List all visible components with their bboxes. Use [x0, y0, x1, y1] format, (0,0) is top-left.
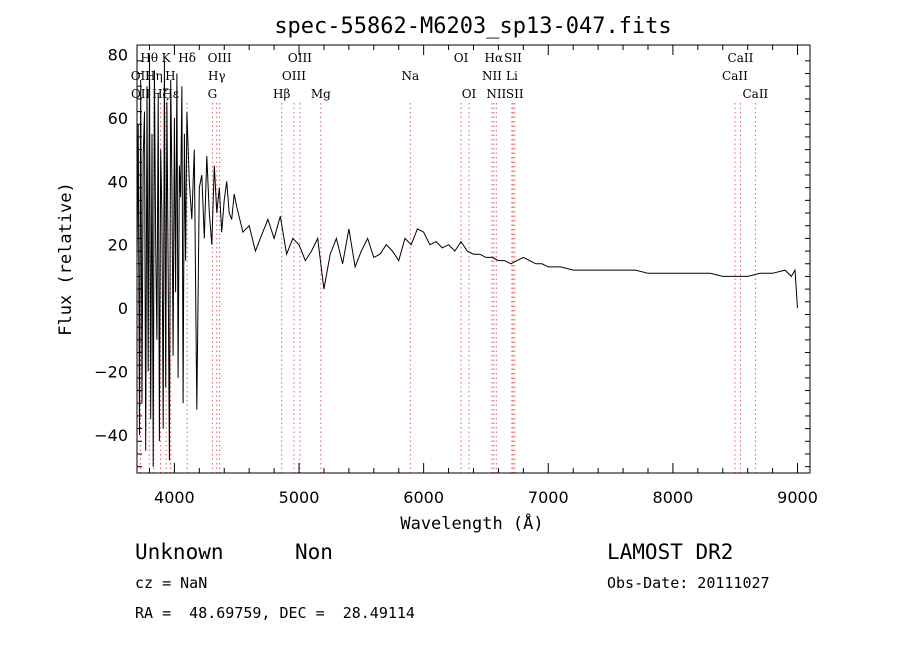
line-label-16: Li — [506, 69, 518, 83]
line-label-25: NII — [486, 87, 506, 101]
line-label-24: OI — [462, 87, 477, 101]
coordinates: RA = 48.69759, DEC = 28.49114 — [135, 604, 415, 622]
x-tick-label: 5000 — [279, 488, 320, 507]
x-tick-labels: 4000 5000 6000 7000 8000 9000 — [154, 488, 818, 507]
line-label-11: H — [165, 69, 175, 83]
x-tick-label: 9000 — [777, 488, 818, 507]
line-label-26: SII — [506, 87, 524, 101]
line-label-3: OIII — [208, 51, 232, 65]
spectral-line-markers — [139, 103, 756, 473]
line-label-2: Hδ — [178, 51, 196, 65]
y-tick-label: 20 — [108, 236, 128, 255]
object-subclass: Non — [295, 540, 333, 564]
redshift-value: cz = NaN — [135, 574, 208, 592]
y-tick-label: 0 — [118, 299, 128, 318]
observation-date: Obs-Date: 20111027 — [607, 574, 770, 592]
line-label-7: SII — [504, 51, 522, 65]
line-label-4: OIII — [288, 51, 312, 65]
y-tick-label: 80 — [108, 46, 128, 65]
x-tick-label: 7000 — [528, 488, 569, 507]
line-label-9: OII — [131, 69, 151, 83]
line-label-19: Hζ — [152, 87, 169, 101]
chart-title: spec-55862-M6203_sp13-047.fits — [274, 14, 671, 39]
line-label-23: Mg — [311, 87, 331, 101]
line-label-1: K — [162, 51, 172, 65]
line-label-22: Hβ — [273, 87, 290, 101]
line-label-15: NII — [482, 69, 502, 83]
line-label-21: G — [208, 87, 218, 101]
x-tick-label: 8000 — [653, 488, 694, 507]
y-axis-label: Flux (relative) — [56, 182, 76, 336]
axis-ticks — [137, 45, 810, 473]
x-tick-label: 4000 — [154, 488, 195, 507]
spectrum-series-line — [136, 54, 798, 467]
line-label-5: OI — [454, 51, 469, 65]
line-label-27: CaII — [742, 87, 768, 101]
object-class: Unknown — [135, 540, 224, 564]
line-label-12: Hγ — [208, 69, 226, 83]
y-tick-label: 40 — [108, 172, 128, 191]
y-tick-label: 60 — [108, 109, 128, 128]
y-tick-label: −40 — [94, 426, 128, 445]
x-axis-label: Wavelength (Å) — [400, 512, 543, 534]
y-tick-label: −20 — [94, 363, 128, 382]
line-label-13: OIII — [282, 69, 306, 83]
line-label-8: CaII — [728, 51, 754, 65]
y-tick-labels: −40 −20 0 20 40 60 80 — [94, 46, 128, 445]
plot-frame — [136, 44, 811, 474]
x-tick-label: 6000 — [403, 488, 444, 507]
line-label-14: Na — [401, 69, 419, 83]
line-label-10: Hη — [145, 69, 163, 83]
survey-name: LAMOST DR2 — [607, 540, 734, 564]
line-label-17: CaII — [722, 69, 748, 83]
line-label-6: Hα — [485, 51, 504, 65]
